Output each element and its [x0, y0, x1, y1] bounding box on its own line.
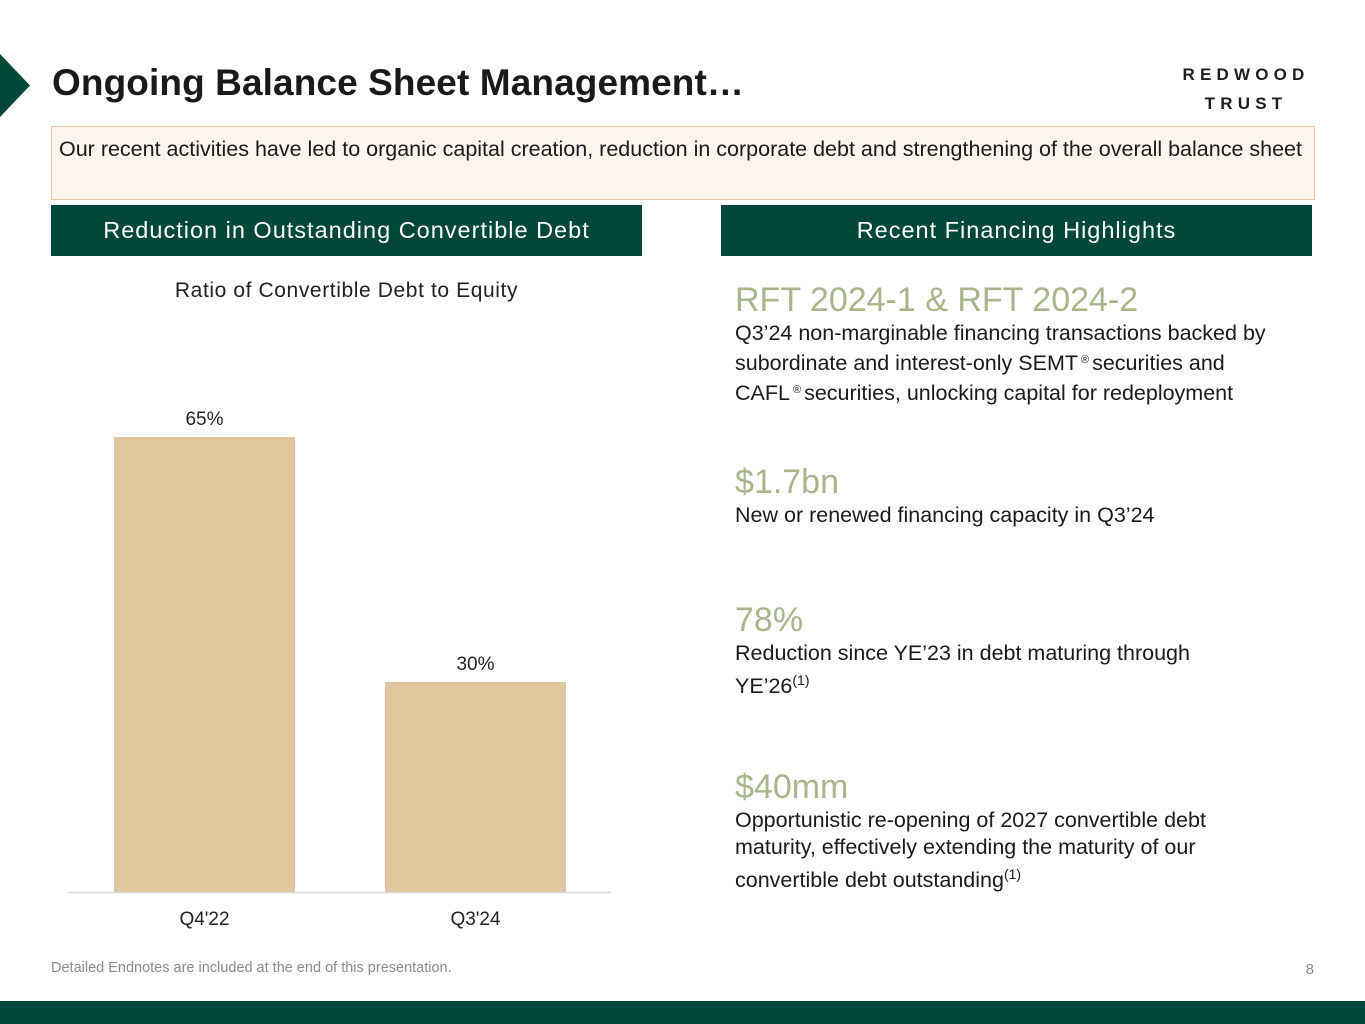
slide-title: Ongoing Balance Sheet Management… — [52, 62, 745, 103]
highlight-convertible-reopening: $40mm Opportunistic re-opening of 2027 c… — [735, 767, 1315, 894]
convertible-debt-ratio-chart: 65% Q4'22 30% Q3'24 — [68, 409, 611, 930]
endnotes-disclaimer: Detailed Endnotes are included at the en… — [51, 960, 452, 976]
footer-bar — [0, 1001, 1365, 1024]
bar-value-label: 30% — [456, 654, 494, 675]
highlight-description: Reduction since YE’23 in debt maturing t… — [735, 641, 1190, 698]
x-tick-label: Q3'24 — [450, 909, 501, 930]
financing-highlights-section-header: Recent Financing Highlights — [721, 205, 1312, 256]
summary-banner: Our recent activities have led to organi… — [51, 126, 1315, 200]
highlight-description: Q3’24 non-marginable financing transacti… — [735, 321, 1266, 405]
logo-line-1: REDWOOD — [1182, 65, 1310, 84]
bar-q422 — [114, 437, 295, 892]
highlight-headline: 78% — [735, 601, 804, 639]
registered-mark: ® — [792, 384, 802, 396]
page-number: 8 — [1305, 961, 1314, 978]
highlight-rft-transactions: RFT 2024-1 & RFT 2024-2 Q3’24 non-margin… — [735, 280, 1315, 407]
highlight-description: New or renewed financing capacity in Q3’… — [735, 503, 1155, 527]
chart-title: Ratio of Convertible Debt to Equity — [174, 279, 519, 302]
footnote-reference: (1) — [792, 672, 810, 688]
bar-value-label: 65% — [185, 409, 223, 430]
highlight-financing-capacity: $1.7bn New or renewed financing capacity… — [735, 462, 1315, 529]
highlight-headline: $1.7bn — [735, 463, 839, 501]
highlight-headline: $40mm — [735, 768, 849, 806]
highlight-description: Opportunistic re-opening of 2027 convert… — [735, 808, 1206, 892]
redwood-trust-logo: REDWOOD TRUST — [1170, 60, 1322, 118]
footnote-reference: (1) — [1003, 866, 1022, 882]
registered-mark: ® — [1080, 354, 1090, 366]
convertible-debt-section-header: Reduction in Outstanding Convertible Deb… — [51, 205, 642, 256]
logo-line-2: TRUST — [1204, 94, 1288, 113]
x-tick-label: Q4'22 — [179, 909, 229, 930]
title-accent-chevron — [0, 54, 30, 117]
bar-q324 — [385, 682, 566, 892]
highlight-headline: RFT 2024-1 & RFT 2024-2 — [735, 281, 1139, 319]
highlight-debt-reduction: 78% Reduction since YE’23 in debt maturi… — [735, 600, 1315, 700]
